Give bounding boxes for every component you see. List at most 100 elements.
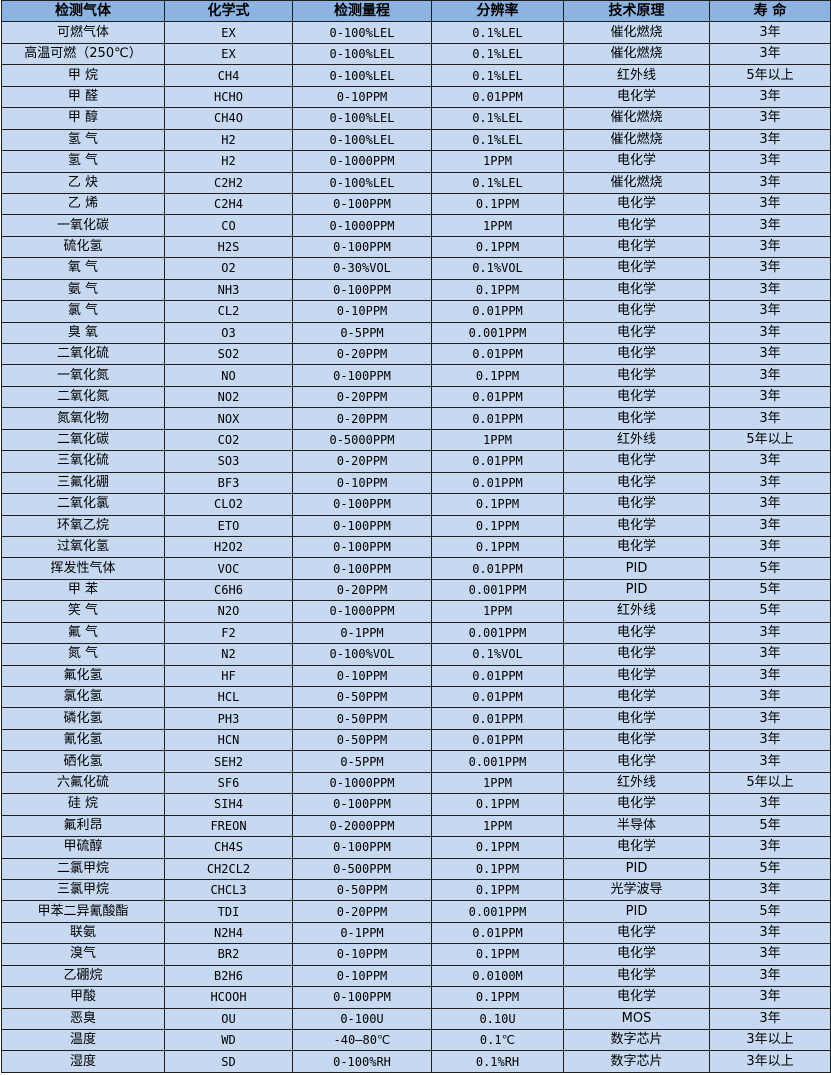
resolution-cell: 0.1PPM (431, 943, 564, 966)
resolution-cell: 0.1PPM (431, 493, 564, 516)
principle-cell: 电化学 (563, 514, 710, 537)
lifespan-cell: 3年 (709, 235, 831, 259)
range-cell: 0-1000PPM (292, 214, 432, 237)
lifespan-cell: 3年以上 (709, 1050, 831, 1073)
principle-cell: 电化学 (563, 385, 710, 409)
resolution-cell: 0.01PPM (431, 557, 564, 580)
gas-name-cell: 甲硫醇 (1, 836, 165, 859)
lifespan-cell: 3年 (709, 943, 831, 966)
lifespan-cell: 3年 (709, 728, 831, 752)
gas-name-cell: 磷化氢 (1, 707, 165, 730)
principle-cell: 电化学 (563, 150, 710, 173)
principle-cell: 电化学 (563, 836, 710, 859)
table-row: 温度 WD -40—80℃ 0.1℃ 数字芯片 3年以上 (1, 1028, 831, 1052)
formula-cell: NOX (164, 407, 293, 430)
gas-name-cell: 氯化氢 (1, 685, 165, 709)
table-row: 甲 苯 C6H6 0-20PPM 0.001PPM PID 5年 (1, 578, 831, 602)
lifespan-cell: 3年 (709, 450, 831, 473)
resolution-cell: 1PPM (431, 214, 564, 237)
gas-name-cell: 甲酸 (1, 986, 165, 1009)
principle-cell: 红外线 (563, 428, 710, 452)
lifespan-cell: 3年 (709, 535, 831, 559)
range-cell: 0-10PPM (292, 85, 432, 109)
resolution-cell: 0.0100M (431, 964, 564, 988)
principle-cell: 电化学 (563, 407, 710, 430)
table-row: 可燃气体 EX 0-100%LEL 0.1%LEL 催化燃烧 3年 (1, 21, 831, 44)
resolution-cell: 0.01PPM (431, 707, 564, 730)
table-row: 氯 气 CL2 0-10PPM 0.01PPM 电化学 3年 (1, 300, 831, 323)
lifespan-cell: 5年 (709, 900, 831, 923)
range-cell: 0-20PPM (292, 385, 432, 409)
gas-name-cell: 联氨 (1, 921, 165, 945)
lifespan-cell: 3年 (709, 150, 831, 173)
lifespan-cell: 5年 (709, 600, 831, 623)
formula-cell: CO (164, 214, 293, 237)
resolution-cell: 0.01PPM (431, 685, 564, 709)
gas-name-cell: 氨 气 (1, 278, 165, 302)
gas-name-cell: 高温可燃（250℃） (1, 42, 165, 66)
formula-cell: H2 (164, 128, 293, 152)
principle-cell: 电化学 (563, 793, 710, 816)
resolution-cell: 0.1PPM (431, 514, 564, 537)
gas-name-cell: 湿度 (1, 1050, 165, 1073)
lifespan-cell: 3年 (709, 707, 831, 730)
resolution-cell: 0.001PPM (431, 900, 564, 923)
resolution-cell: 0.1PPM (431, 986, 564, 1009)
table-row: 湿度 SD 0-100%RH 0.1%RH 数字芯片 3年以上 (1, 1050, 831, 1073)
resolution-cell: 0.01PPM (431, 385, 564, 409)
gas-name-cell: 环氧乙烷 (1, 514, 165, 537)
gas-name-cell: 三氟化硼 (1, 471, 165, 495)
lifespan-cell: 3年 (709, 342, 831, 366)
table-row: 氟 气 F2 0-1PPM 0.001PPM 电化学 3年 (1, 621, 831, 645)
range-cell: 0-10PPM (292, 943, 432, 966)
formula-cell: SO2 (164, 342, 293, 366)
formula-cell: BR2 (164, 943, 293, 966)
table-row: 二氧化碳 CO2 0-5000PPM 1PPM 红外线 5年以上 (1, 428, 831, 452)
principle-cell: 电化学 (563, 685, 710, 709)
gas-name-cell: 二氧化氮 (1, 385, 165, 409)
formula-cell: SEH2 (164, 750, 293, 773)
principle-cell: 半导体 (563, 814, 710, 838)
principle-cell: 电化学 (563, 964, 710, 988)
table-row: 甲苯二异氰酸酯 TDI 0-20PPM 0.001PPM PID 5年 (1, 900, 831, 923)
lifespan-cell: 3年 (709, 107, 831, 130)
header-gas: 检测气体 (1, 0, 165, 23)
lifespan-cell: 3年 (709, 128, 831, 152)
gas-name-cell: 硅 烷 (1, 793, 165, 816)
range-cell: 0-100PPM (292, 535, 432, 559)
table-row: 三氟化硼 BF3 0-10PPM 0.01PPM 电化学 3年 (1, 471, 831, 495)
range-cell: 0-1PPM (292, 621, 432, 645)
table-row: 二氧化氯 CLO2 0-100PPM 0.1PPM 电化学 3年 (1, 493, 831, 516)
principle-cell: 数字芯片 (563, 1028, 710, 1052)
range-cell: 0-5PPM (292, 750, 432, 773)
gas-name-cell: 乙 烯 (1, 192, 165, 216)
range-cell: 0-100%LEL (292, 42, 432, 66)
table-row: 硫化氢 H2S 0-100PPM 0.1PPM 电化学 3年 (1, 235, 831, 259)
lifespan-cell: 3年 (709, 192, 831, 216)
resolution-cell: 0.001PPM (431, 578, 564, 602)
principle-cell: 数字芯片 (563, 1050, 710, 1073)
resolution-cell: 0.1PPM (431, 857, 564, 880)
lifespan-cell: 3年 (709, 964, 831, 988)
lifespan-cell: 5年 (709, 557, 831, 580)
formula-cell: OU (164, 1007, 293, 1031)
resolution-cell: 0.001PPM (431, 750, 564, 773)
table-row: 氢 气 H2 0-100%LEL 0.1%LEL 催化燃烧 3年 (1, 128, 831, 152)
lifespan-cell: 3年 (709, 643, 831, 666)
formula-cell: CO2 (164, 428, 293, 452)
formula-cell: SIH4 (164, 793, 293, 816)
lifespan-cell: 3年 (709, 514, 831, 537)
gas-name-cell: 乙硼烷 (1, 964, 165, 988)
formula-cell: C2H4 (164, 192, 293, 216)
lifespan-cell: 5年 (709, 857, 831, 880)
formula-cell: NH3 (164, 278, 293, 302)
formula-cell: HCL (164, 685, 293, 709)
resolution-cell: 0.1PPM (431, 836, 564, 859)
principle-cell: 电化学 (563, 921, 710, 945)
formula-cell: CH4S (164, 836, 293, 859)
lifespan-cell: 5年 (709, 578, 831, 602)
principle-cell: MOS (563, 1007, 710, 1031)
resolution-cell: 1PPM (431, 150, 564, 173)
gas-name-cell: 笑 气 (1, 600, 165, 623)
